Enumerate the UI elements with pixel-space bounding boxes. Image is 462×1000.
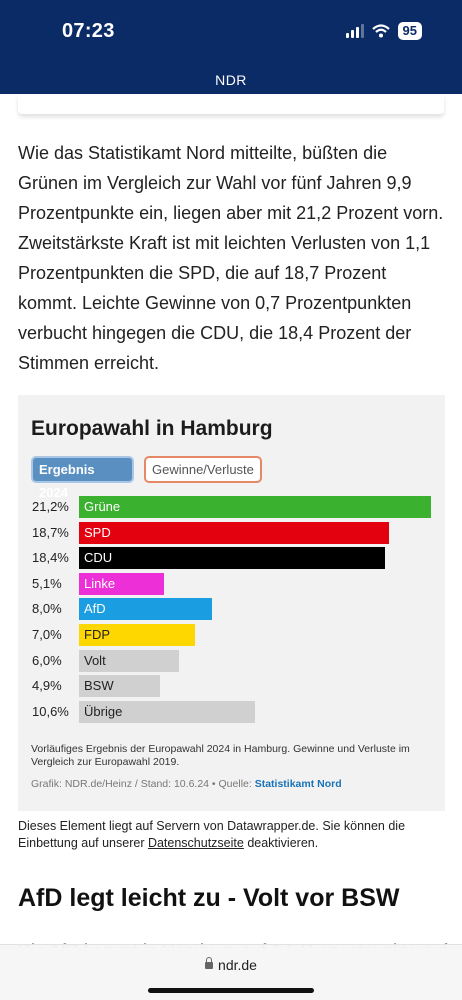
bar-row: 21,2% Grüne — [18, 496, 445, 518]
bar-category-label: AfD — [84, 601, 106, 617]
cellular-signal-icon — [345, 24, 364, 38]
bar-value-label: 18,7% — [32, 524, 69, 540]
status-time: 07:23 — [62, 20, 115, 42]
home-indicator[interactable] — [148, 988, 314, 993]
site-logo[interactable]: NDR — [215, 72, 247, 88]
status-icons: 95 — [345, 22, 422, 40]
privacy-link[interactable]: Datenschutzseite — [147, 836, 244, 850]
embed-text-before: Dieses Element liegt auf Servern von Dat… — [18, 819, 406, 850]
bar — [79, 598, 212, 621]
bar-row: 18,4% CDU — [18, 547, 445, 570]
bar-category-label: SPD — [84, 524, 111, 540]
tab-gewinne-verluste[interactable]: Gewinne/Verluste — [144, 456, 262, 483]
bar-row: 4,9% BSW — [18, 675, 445, 698]
url-text: ndr.de — [218, 957, 257, 973]
battery-indicator: 95 — [397, 22, 422, 40]
bar-value-label: 4,9% — [32, 678, 62, 694]
chart-source-text: Grafik: NDR.de/Heinz / Stand: 10.6.24 • … — [31, 778, 255, 790]
bar-category-label: Übrige — [84, 703, 123, 719]
bar — [79, 521, 390, 544]
bar-row: 7,0% FDP — [18, 624, 445, 646]
wifi-icon — [371, 24, 390, 38]
bar-value-label: 6,0% — [32, 652, 62, 668]
previous-card — [18, 94, 444, 114]
chart-embed: Europawahl in Hamburg Ergebnis 2024 Gewi… — [18, 395, 445, 811]
bar — [79, 624, 196, 646]
bar — [79, 547, 385, 570]
chart-note: Vorläufiges Ergebnis der Europawahl 2024… — [31, 743, 410, 768]
chart-title: Europawahl in Hamburg — [31, 417, 273, 440]
embed-text-after: deaktivieren. — [243, 836, 319, 850]
source-link[interactable]: Statistikamt Nord — [254, 778, 342, 790]
section-heading: AfD legt leicht zu - Volt vor BSW — [18, 884, 400, 912]
bar — [79, 649, 179, 672]
bar-row: 10,6% Übrige — [18, 700, 445, 723]
bar — [79, 496, 431, 518]
browser-url-bar[interactable]: ndr.de — [0, 944, 462, 1000]
bar-category-label: CDU — [84, 550, 113, 566]
bar-value-label: 7,0% — [32, 627, 62, 642]
bar-value-label: 8,0% — [32, 601, 62, 617]
bar-row: 6,0% Volt — [18, 649, 445, 672]
url-display[interactable]: ndr.de — [0, 957, 462, 973]
lock-icon — [205, 957, 214, 969]
chart-source: Grafik: NDR.de/Heinz / Stand: 10.6.24 • … — [31, 778, 342, 790]
embed-notice: Dieses Element liegt auf Servern von Dat… — [18, 818, 438, 852]
bar-value-label: 10,6% — [32, 703, 69, 719]
bar-category-label: Linke — [84, 575, 116, 591]
bar-row: 5,1% Linke — [18, 572, 445, 595]
bar — [79, 572, 164, 595]
bar-row: 8,0% AfD — [18, 598, 445, 621]
bar-value-label: 18,4% — [32, 550, 69, 566]
tab-ergebnis-2024[interactable]: Ergebnis 2024 — [31, 456, 134, 500]
bar-category-label: BSW — [84, 678, 114, 694]
bar-row: 18,7% SPD — [18, 521, 445, 544]
bar-category-label: Volt — [84, 652, 106, 668]
bar — [79, 700, 255, 723]
bar — [79, 675, 161, 698]
article-paragraph: Wie das Statistikamt Nord mitteilte, büß… — [18, 143, 444, 373]
bar-value-label: 5,1% — [32, 575, 62, 591]
bar-category-label: FDP — [84, 627, 110, 642]
bar-category-label: Grüne — [84, 499, 121, 514]
bar-value-label: 21,2% — [32, 499, 69, 514]
header-bar: 07:23 95 NDR — [0, 0, 462, 94]
